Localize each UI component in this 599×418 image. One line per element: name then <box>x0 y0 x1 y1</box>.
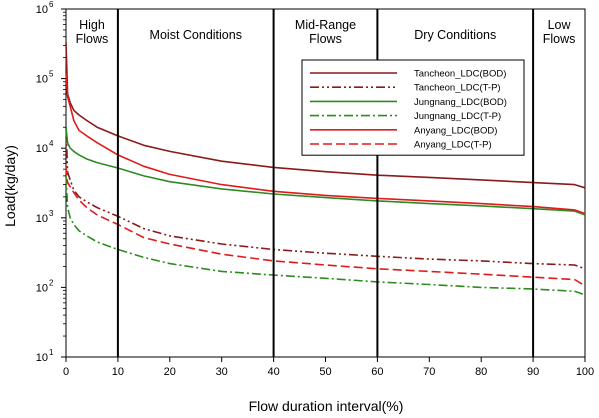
y-tick-exponent: 3 <box>49 209 54 218</box>
x-tick-label: 40 <box>267 366 279 378</box>
series-line-2 <box>65 127 586 270</box>
series-line-6 <box>65 166 586 287</box>
series-line-1 <box>65 42 586 189</box>
x-tick-label: 80 <box>475 366 487 378</box>
x-tick-label: 30 <box>216 366 228 378</box>
series-line-3 <box>65 127 586 216</box>
y-tick-exponent: 4 <box>49 139 54 148</box>
x-tick-label: 0 <box>63 366 69 378</box>
legend-label: Tancheon_LDC(BOD) <box>414 69 506 80</box>
legend-label: Anyang_LDC(BOD) <box>414 125 497 136</box>
x-tick-label: 60 <box>371 366 383 378</box>
x-axis-title: Flow duration interval(%) <box>249 398 404 414</box>
y-tick-exponent: 5 <box>49 70 54 79</box>
x-axis: 0 10 20 30 40 50 60 70 80 90 100 <box>63 357 594 378</box>
y-tick-label: 10 <box>36 352 48 364</box>
legend-box <box>301 59 525 156</box>
y-tick-label: 10 <box>36 282 48 294</box>
zone-label: Flows <box>543 32 576 46</box>
x-tick-label: 90 <box>527 366 539 378</box>
y-tick-exponent: 6 <box>49 0 54 9</box>
x-tick-label: 100 <box>576 366 594 378</box>
series-line-5 <box>65 73 586 215</box>
legend-label: Jungnang_LDC(T-P) <box>414 111 501 122</box>
zone-label: Mid-Range <box>295 18 356 32</box>
zone-label: High <box>79 18 105 32</box>
y-tick-exponent: 2 <box>49 278 54 287</box>
y-tick-label: 10 <box>36 143 48 155</box>
zone-label: Flows <box>76 32 109 46</box>
y-tick-exponent: 1 <box>49 348 54 357</box>
x-tick-label: 50 <box>319 366 331 378</box>
legend-label: Anyang_LDC(T-P) <box>414 140 492 151</box>
legend: Tancheon_LDC(BOD) Tancheon_LDC(T-P) Jungna… <box>301 59 525 156</box>
x-tick-label: 10 <box>112 366 124 378</box>
y-tick-label: 10 <box>36 4 48 16</box>
zone-label: Dry Conditions <box>414 28 496 42</box>
zone-label: Low <box>548 18 572 32</box>
series-line-4 <box>65 175 586 296</box>
x-tick-label: 20 <box>164 366 176 378</box>
y-axis-title: Load(kg/day) <box>2 145 18 227</box>
y-tick-label: 10 <box>36 213 48 225</box>
legend-label: Tancheon_LDC(T-P) <box>414 83 501 94</box>
zone-label: Flows <box>309 32 342 46</box>
series-layer <box>65 42 586 296</box>
x-tick-label: 70 <box>423 366 435 378</box>
zone-label: Moist Conditions <box>150 28 242 42</box>
legend-label: Jungnang_LDC(BOD) <box>414 97 507 108</box>
y-tick-label: 10 <box>36 74 48 86</box>
